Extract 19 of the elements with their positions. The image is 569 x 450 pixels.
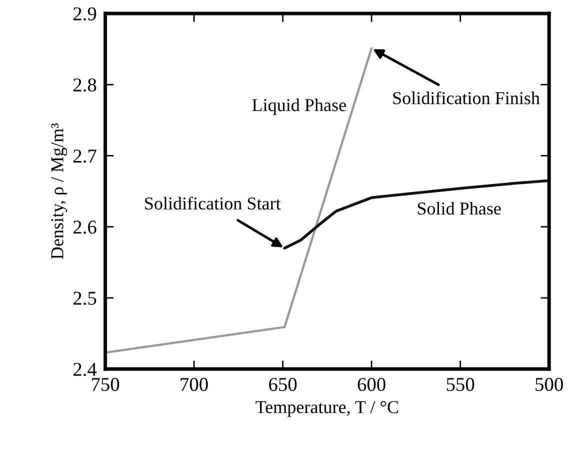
series-label: Liquid Phase <box>252 98 346 115</box>
y-tick-label: 2.9 <box>73 7 96 21</box>
y-tick-label: 2.5 <box>73 292 96 305</box>
x-tick-label: 500 <box>536 378 563 392</box>
x-tick-label: 650 <box>269 378 297 392</box>
series-label: Solid Phase <box>418 202 501 215</box>
x-tick-label: 600 <box>358 378 386 392</box>
x-tick-label: 700 <box>180 378 208 392</box>
y-tick-label: 2.4 <box>73 362 97 376</box>
annotation: Solidification Finish <box>393 91 540 104</box>
line-series <box>283 179 550 250</box>
annotation: Solidification Start <box>145 196 281 210</box>
y-tick-label: 2.8 <box>73 78 96 92</box>
y-tick-label: 2.7 <box>73 150 96 163</box>
x-axis-title: Temperature, T / °C <box>256 401 398 417</box>
y-tick-label: 2.6 <box>73 220 96 234</box>
x-tick-label: 750 <box>92 378 120 392</box>
y-axis-title: Density, ρ / Mg/m³ <box>51 123 68 260</box>
x-tick-label: 550 <box>446 378 474 392</box>
